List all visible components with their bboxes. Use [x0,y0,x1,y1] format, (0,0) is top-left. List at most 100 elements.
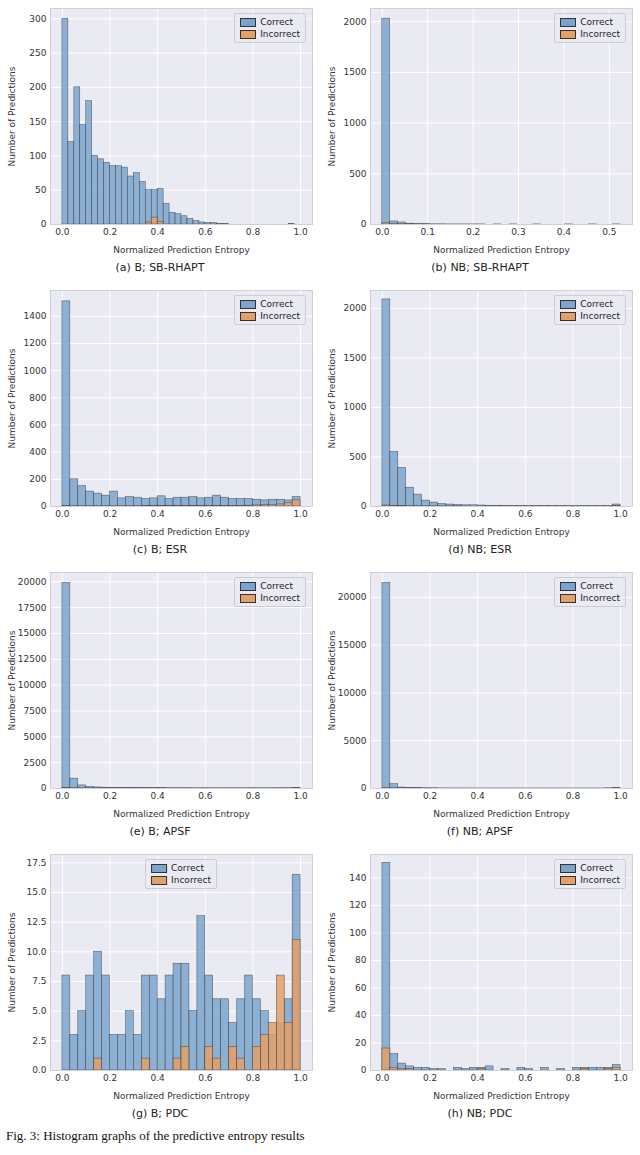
svg-text:1000: 1000 [344,118,367,128]
svg-text:0.4: 0.4 [471,1073,486,1083]
svg-text:Number of Predictions: Number of Predictions [327,348,337,448]
svg-text:1.0: 1.0 [293,227,308,237]
svg-text:0.8: 0.8 [566,791,581,801]
svg-text:0.3: 0.3 [511,227,525,237]
svg-text:0: 0 [361,219,367,229]
svg-text:600: 600 [29,420,46,430]
svg-text:7.5: 7.5 [32,976,46,986]
svg-text:10000: 10000 [18,680,47,690]
svg-text:0.4: 0.4 [151,509,166,519]
svg-text:40: 40 [355,1010,367,1020]
svg-text:80: 80 [355,955,367,965]
svg-text:7500: 7500 [24,706,47,716]
svg-text:0.4: 0.4 [151,227,166,237]
svg-text:0.0: 0.0 [32,1065,47,1075]
svg-text:Number of Predictions: Number of Predictions [327,630,337,730]
svg-text:Normalized Prediction Entropy: Normalized Prediction Entropy [113,809,250,819]
svg-text:0.0: 0.0 [375,227,390,237]
svg-text:200: 200 [29,82,46,92]
svg-text:0.6: 0.6 [518,509,533,519]
svg-text:120: 120 [349,900,366,910]
svg-text:0.2: 0.2 [423,791,437,801]
svg-text:0.8: 0.8 [246,791,261,801]
svg-text:2000: 2000 [344,303,367,313]
svg-text:0.1: 0.1 [421,227,435,237]
svg-text:Normalized Prediction Entropy: Normalized Prediction Entropy [113,245,250,255]
svg-text:Number of Predictions: Number of Predictions [7,66,17,166]
svg-text:0.2: 0.2 [103,509,117,519]
svg-text:0.8: 0.8 [246,227,261,237]
svg-text:0.2: 0.2 [423,509,437,519]
svg-text:1400: 1400 [24,311,47,321]
svg-text:1500: 1500 [344,353,367,363]
svg-text:0: 0 [41,783,47,793]
svg-text:0.4: 0.4 [471,791,486,801]
svg-text:0: 0 [361,501,367,511]
svg-text:0.0: 0.0 [375,509,390,519]
svg-text:1.0: 1.0 [293,509,308,519]
svg-text:20000: 20000 [18,577,47,587]
svg-text:800: 800 [29,393,46,403]
svg-text:12.5: 12.5 [26,917,46,927]
svg-text:5000: 5000 [344,736,367,746]
svg-text:1.0: 1.0 [293,1073,308,1083]
svg-text:140: 140 [349,873,366,883]
svg-text:0.6: 0.6 [518,791,533,801]
svg-text:Normalized Prediction Entropy: Normalized Prediction Entropy [433,245,570,255]
svg-text:1.0: 1.0 [613,509,628,519]
svg-text:200: 200 [29,474,46,484]
svg-text:0.2: 0.2 [103,791,117,801]
svg-text:Normalized Prediction Entropy: Normalized Prediction Entropy [113,527,250,537]
svg-text:100: 100 [29,151,46,161]
svg-text:10.0: 10.0 [26,947,46,957]
svg-text:0.8: 0.8 [246,509,261,519]
svg-text:0.8: 0.8 [566,1073,581,1083]
svg-text:Number of Predictions: Number of Predictions [7,348,17,448]
svg-text:Number of Predictions: Number of Predictions [327,912,337,1012]
svg-text:0: 0 [41,219,47,229]
svg-text:20000: 20000 [338,592,367,602]
svg-text:17500: 17500 [18,603,47,613]
svg-text:15000: 15000 [18,628,47,638]
svg-text:0.8: 0.8 [246,1073,261,1083]
svg-text:0.6: 0.6 [198,791,213,801]
svg-text:0.0: 0.0 [375,1073,390,1083]
svg-text:1500: 1500 [344,67,367,77]
svg-text:15000: 15000 [338,640,367,650]
svg-text:0.0: 0.0 [55,1073,70,1083]
svg-text:0.6: 0.6 [518,1073,533,1083]
svg-text:2500: 2500 [24,758,47,768]
svg-text:0.6: 0.6 [198,227,213,237]
svg-text:1.0: 1.0 [613,791,628,801]
svg-text:15.0: 15.0 [26,887,46,897]
svg-text:0.5: 0.5 [602,227,616,237]
svg-text:0.4: 0.4 [151,1073,166,1083]
svg-text:Number of Predictions: Number of Predictions [327,66,337,166]
svg-text:500: 500 [349,452,366,462]
svg-text:500: 500 [349,169,366,179]
svg-text:0.8: 0.8 [566,509,581,519]
svg-text:300: 300 [29,14,46,24]
svg-text:0.0: 0.0 [55,791,70,801]
svg-text:0.4: 0.4 [557,227,572,237]
svg-text:12500: 12500 [18,654,47,664]
svg-text:Number of Predictions: Number of Predictions [7,912,17,1012]
svg-text:1000: 1000 [344,402,367,412]
svg-text:1200: 1200 [24,338,47,348]
svg-text:0.6: 0.6 [198,1073,213,1083]
svg-text:5000: 5000 [24,732,47,742]
svg-text:0.0: 0.0 [55,509,70,519]
svg-text:60: 60 [355,983,367,993]
svg-text:0.4: 0.4 [471,509,486,519]
svg-text:0.2: 0.2 [466,227,480,237]
svg-text:100: 100 [349,928,366,938]
svg-text:0: 0 [361,1065,367,1075]
svg-text:1000: 1000 [24,366,47,376]
svg-text:400: 400 [29,447,46,457]
svg-text:2000: 2000 [344,17,367,27]
svg-text:17.5: 17.5 [26,858,46,868]
svg-text:0.2: 0.2 [103,227,117,237]
svg-text:5.0: 5.0 [32,1006,47,1016]
svg-text:0: 0 [361,783,367,793]
svg-text:Normalized Prediction Entropy: Normalized Prediction Entropy [113,1091,250,1101]
